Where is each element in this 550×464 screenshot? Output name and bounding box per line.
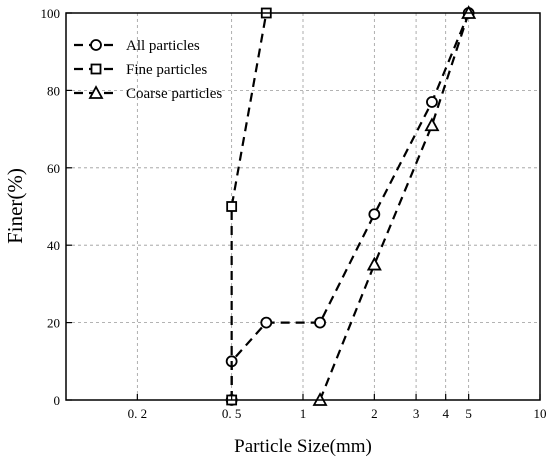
x-tick-label: 0. 5 [222, 406, 242, 421]
legend-marker-circle [90, 39, 102, 51]
x-tick-label: 5 [465, 406, 472, 421]
x-tick-label: 4 [442, 406, 449, 421]
legend-marker-square [90, 63, 102, 75]
legend: All particles Fine particles Coarse partic… [74, 38, 222, 102]
legend-marker-triangle [88, 85, 104, 99]
y-tick-label: 40 [47, 238, 60, 253]
x-tick-label: 0. 2 [128, 406, 148, 421]
legend-label: Coarse particles [126, 86, 222, 102]
legend-item: Fine particles [74, 62, 207, 78]
legend-label: Fine particles [126, 62, 207, 78]
legend-label: All particles [126, 38, 200, 54]
legend-item: Coarse particles [74, 85, 222, 102]
x-axis-title: Particle Size(mm) [234, 436, 372, 457]
x-tick-label: 10 [534, 406, 547, 421]
x-tick-label: 3 [413, 406, 420, 421]
series-line [230, 12, 268, 400]
data-point-triangle [366, 256, 382, 271]
x-tick-label: 1 [300, 406, 307, 421]
legend-item: All particles [74, 38, 200, 54]
y-tick-label: 100 [41, 6, 61, 21]
data-point-circle [426, 96, 438, 108]
y-tick-label: 20 [47, 316, 60, 331]
y-tick-label: 80 [47, 83, 60, 98]
data-point-square [226, 201, 238, 212]
y-axis-title: Finer(%) [3, 168, 27, 244]
data-point-circle [260, 316, 273, 329]
y-tick-label: 0 [54, 393, 61, 408]
data-point-triangle [424, 117, 440, 132]
x-tick-label: 2 [371, 406, 378, 421]
data-point-circle [314, 316, 326, 329]
data-point-circle [368, 208, 381, 221]
y-tick-label: 60 [47, 161, 60, 176]
